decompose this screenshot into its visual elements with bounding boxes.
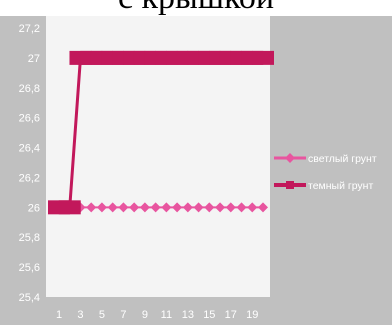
data-point [129, 202, 140, 213]
y-tick-label: 26 [28, 202, 40, 214]
data-point [225, 202, 236, 213]
data-point [215, 202, 226, 213]
x-tick-label: 3 [77, 309, 83, 321]
x-tick-label: 15 [203, 309, 215, 321]
y-tick-label: 27 [28, 53, 40, 65]
legend-label: темный грунт [308, 180, 373, 192]
legend-item: светлый грунт [274, 153, 377, 165]
x-tick-label: 5 [99, 309, 105, 321]
y-tick-label: 27,2 [19, 23, 40, 35]
x-tick-label: 13 [182, 309, 194, 321]
data-point [252, 50, 274, 65]
legend-marker [285, 153, 295, 163]
data-point [58, 200, 81, 215]
data-point [236, 202, 247, 213]
y-tick-label: 26,2 [19, 172, 40, 184]
data-point [161, 202, 172, 213]
chart-title: с крышкой [0, 0, 392, 18]
series-1 [54, 202, 268, 213]
y-axis-ticks: 25,4 25,6 25,8 26 26,2 26,4 26,6 26,8 27 27,2 [19, 23, 40, 304]
x-tick-label: 11 [161, 309, 172, 321]
data-point [96, 202, 107, 213]
data-point [118, 202, 129, 213]
legend-label: светлый грунт [308, 153, 377, 165]
x-tick-label: 1 [56, 309, 62, 321]
y-tick-label: 25,6 [19, 262, 40, 274]
y-tick-label: 26,8 [19, 83, 40, 95]
x-tick-label: 17 [225, 309, 237, 321]
x-axis-ticks: 1 3 5 7 9 11 13 15 17 19 [56, 309, 258, 321]
data-point [204, 202, 215, 213]
series-2 [48, 50, 274, 215]
legend-item: темный грунт [274, 180, 373, 192]
y-tick-label: 26,4 [19, 143, 40, 155]
data-point [258, 202, 268, 213]
series-layer [48, 50, 274, 215]
x-tick-label: 9 [142, 309, 148, 321]
data-point [193, 202, 204, 213]
legend-marker [286, 181, 294, 189]
legend: светлый грунт темный грунт [274, 153, 377, 192]
data-point [139, 202, 150, 213]
x-tick-label: 7 [120, 309, 126, 321]
data-point [150, 202, 161, 213]
data-point [182, 202, 193, 213]
data-point [86, 202, 97, 213]
y-tick-label: 25,8 [19, 232, 40, 244]
y-tick-label: 26,6 [19, 113, 40, 125]
data-point [172, 202, 183, 213]
x-tick-label: 19 [246, 309, 258, 321]
y-tick-label: 25,4 [19, 292, 40, 304]
data-point [247, 202, 258, 213]
data-point [107, 202, 118, 213]
